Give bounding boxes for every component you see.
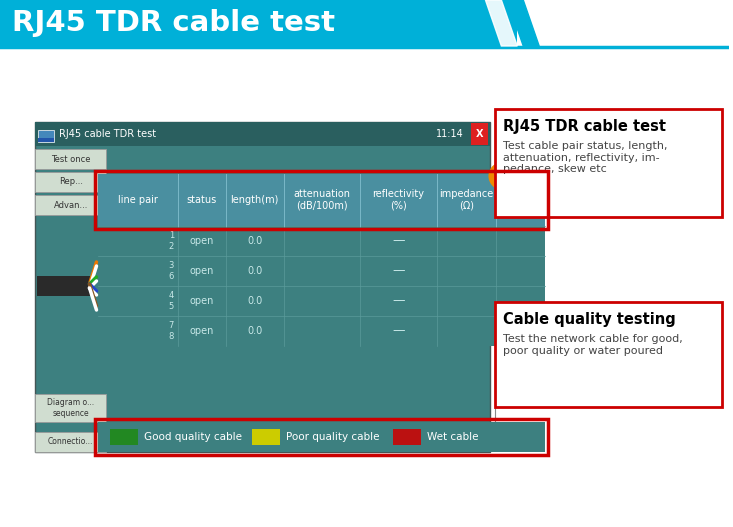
Bar (34, 172, 106, 192)
Bar (98, 174, 545, 226)
Bar (496, 302, 722, 407)
Polygon shape (485, 0, 517, 46)
Bar (98, 422, 545, 452)
Text: —: — (392, 235, 405, 248)
Text: RJ45 TDR cable test: RJ45 TDR cable test (12, 9, 335, 37)
Text: Advan...: Advan... (54, 200, 88, 210)
Bar (111, 429, 139, 445)
Text: —: — (392, 295, 405, 307)
Text: Test cable pair status, length,
attenuation, reflectivity, im-
pedance, skew etc: Test cable pair status, length, attenuat… (504, 141, 668, 174)
Text: 4
5: 4 5 (169, 291, 174, 311)
Text: length(m): length(m) (230, 195, 279, 205)
Text: Diagram o...
sequence: Diagram o... sequence (47, 398, 95, 418)
Bar (98, 256, 545, 286)
Bar (34, 122, 490, 146)
Text: Good quality cable: Good quality cable (144, 432, 242, 442)
Bar (0, 0, 517, 46)
Text: Cable quality testing: Cable quality testing (504, 312, 676, 327)
Bar (471, 123, 488, 145)
Bar (34, 394, 106, 422)
Text: 0.0: 0.0 (247, 296, 262, 306)
Text: open: open (190, 326, 214, 336)
Text: X: X (476, 129, 483, 139)
Bar (34, 195, 106, 215)
Text: impedance
(Ω): impedance (Ω) (439, 189, 494, 211)
Circle shape (488, 162, 516, 190)
Text: Connectio...: Connectio... (48, 437, 93, 446)
Bar (98, 286, 545, 316)
Text: 0.0: 0.0 (247, 326, 262, 336)
Text: 3
6: 3 6 (169, 261, 174, 281)
Bar (98, 316, 545, 346)
Text: ?: ? (498, 167, 507, 185)
Text: open: open (190, 236, 214, 246)
Bar (38, 130, 54, 142)
Text: RJ45 cable TDR test: RJ45 cable TDR test (59, 129, 156, 139)
Text: —: — (392, 265, 405, 278)
Text: Rep...: Rep... (59, 178, 83, 187)
Bar (34, 432, 106, 452)
Text: 0.0: 0.0 (247, 266, 262, 276)
Text: line pair: line pair (118, 195, 158, 205)
Text: 11:14: 11:14 (435, 129, 463, 139)
Bar (393, 429, 421, 445)
Text: Wet cable: Wet cable (427, 432, 478, 442)
Bar (517, 0, 729, 46)
Text: status: status (187, 195, 217, 205)
Text: open: open (190, 296, 214, 306)
Text: Poor quality cable: Poor quality cable (285, 432, 379, 442)
Bar (34, 149, 106, 169)
Text: Test once: Test once (51, 154, 90, 163)
Text: open: open (190, 266, 214, 276)
Bar (98, 226, 545, 256)
Text: RJ45 TDR cable test: RJ45 TDR cable test (504, 119, 666, 134)
Bar (95, 419, 548, 455)
Text: 0.0: 0.0 (247, 236, 262, 246)
Text: 1
2: 1 2 (169, 231, 174, 251)
Bar (95, 171, 548, 229)
Text: —: — (392, 325, 405, 337)
Bar (38, 138, 54, 142)
Bar (496, 109, 722, 217)
Bar (37, 276, 89, 296)
Polygon shape (507, 0, 539, 46)
Text: 7
8: 7 8 (169, 321, 174, 340)
Text: reflectivity
(%): reflectivity (%) (372, 189, 424, 211)
Text: Test the network cable for good,
poor quality or water poured: Test the network cable for good, poor qu… (504, 334, 683, 356)
Bar (251, 429, 279, 445)
Bar (34, 122, 490, 452)
Text: attenuation
(dB/100m): attenuation (dB/100m) (293, 189, 350, 211)
Text: skew(ns): skew(ns) (500, 195, 543, 205)
